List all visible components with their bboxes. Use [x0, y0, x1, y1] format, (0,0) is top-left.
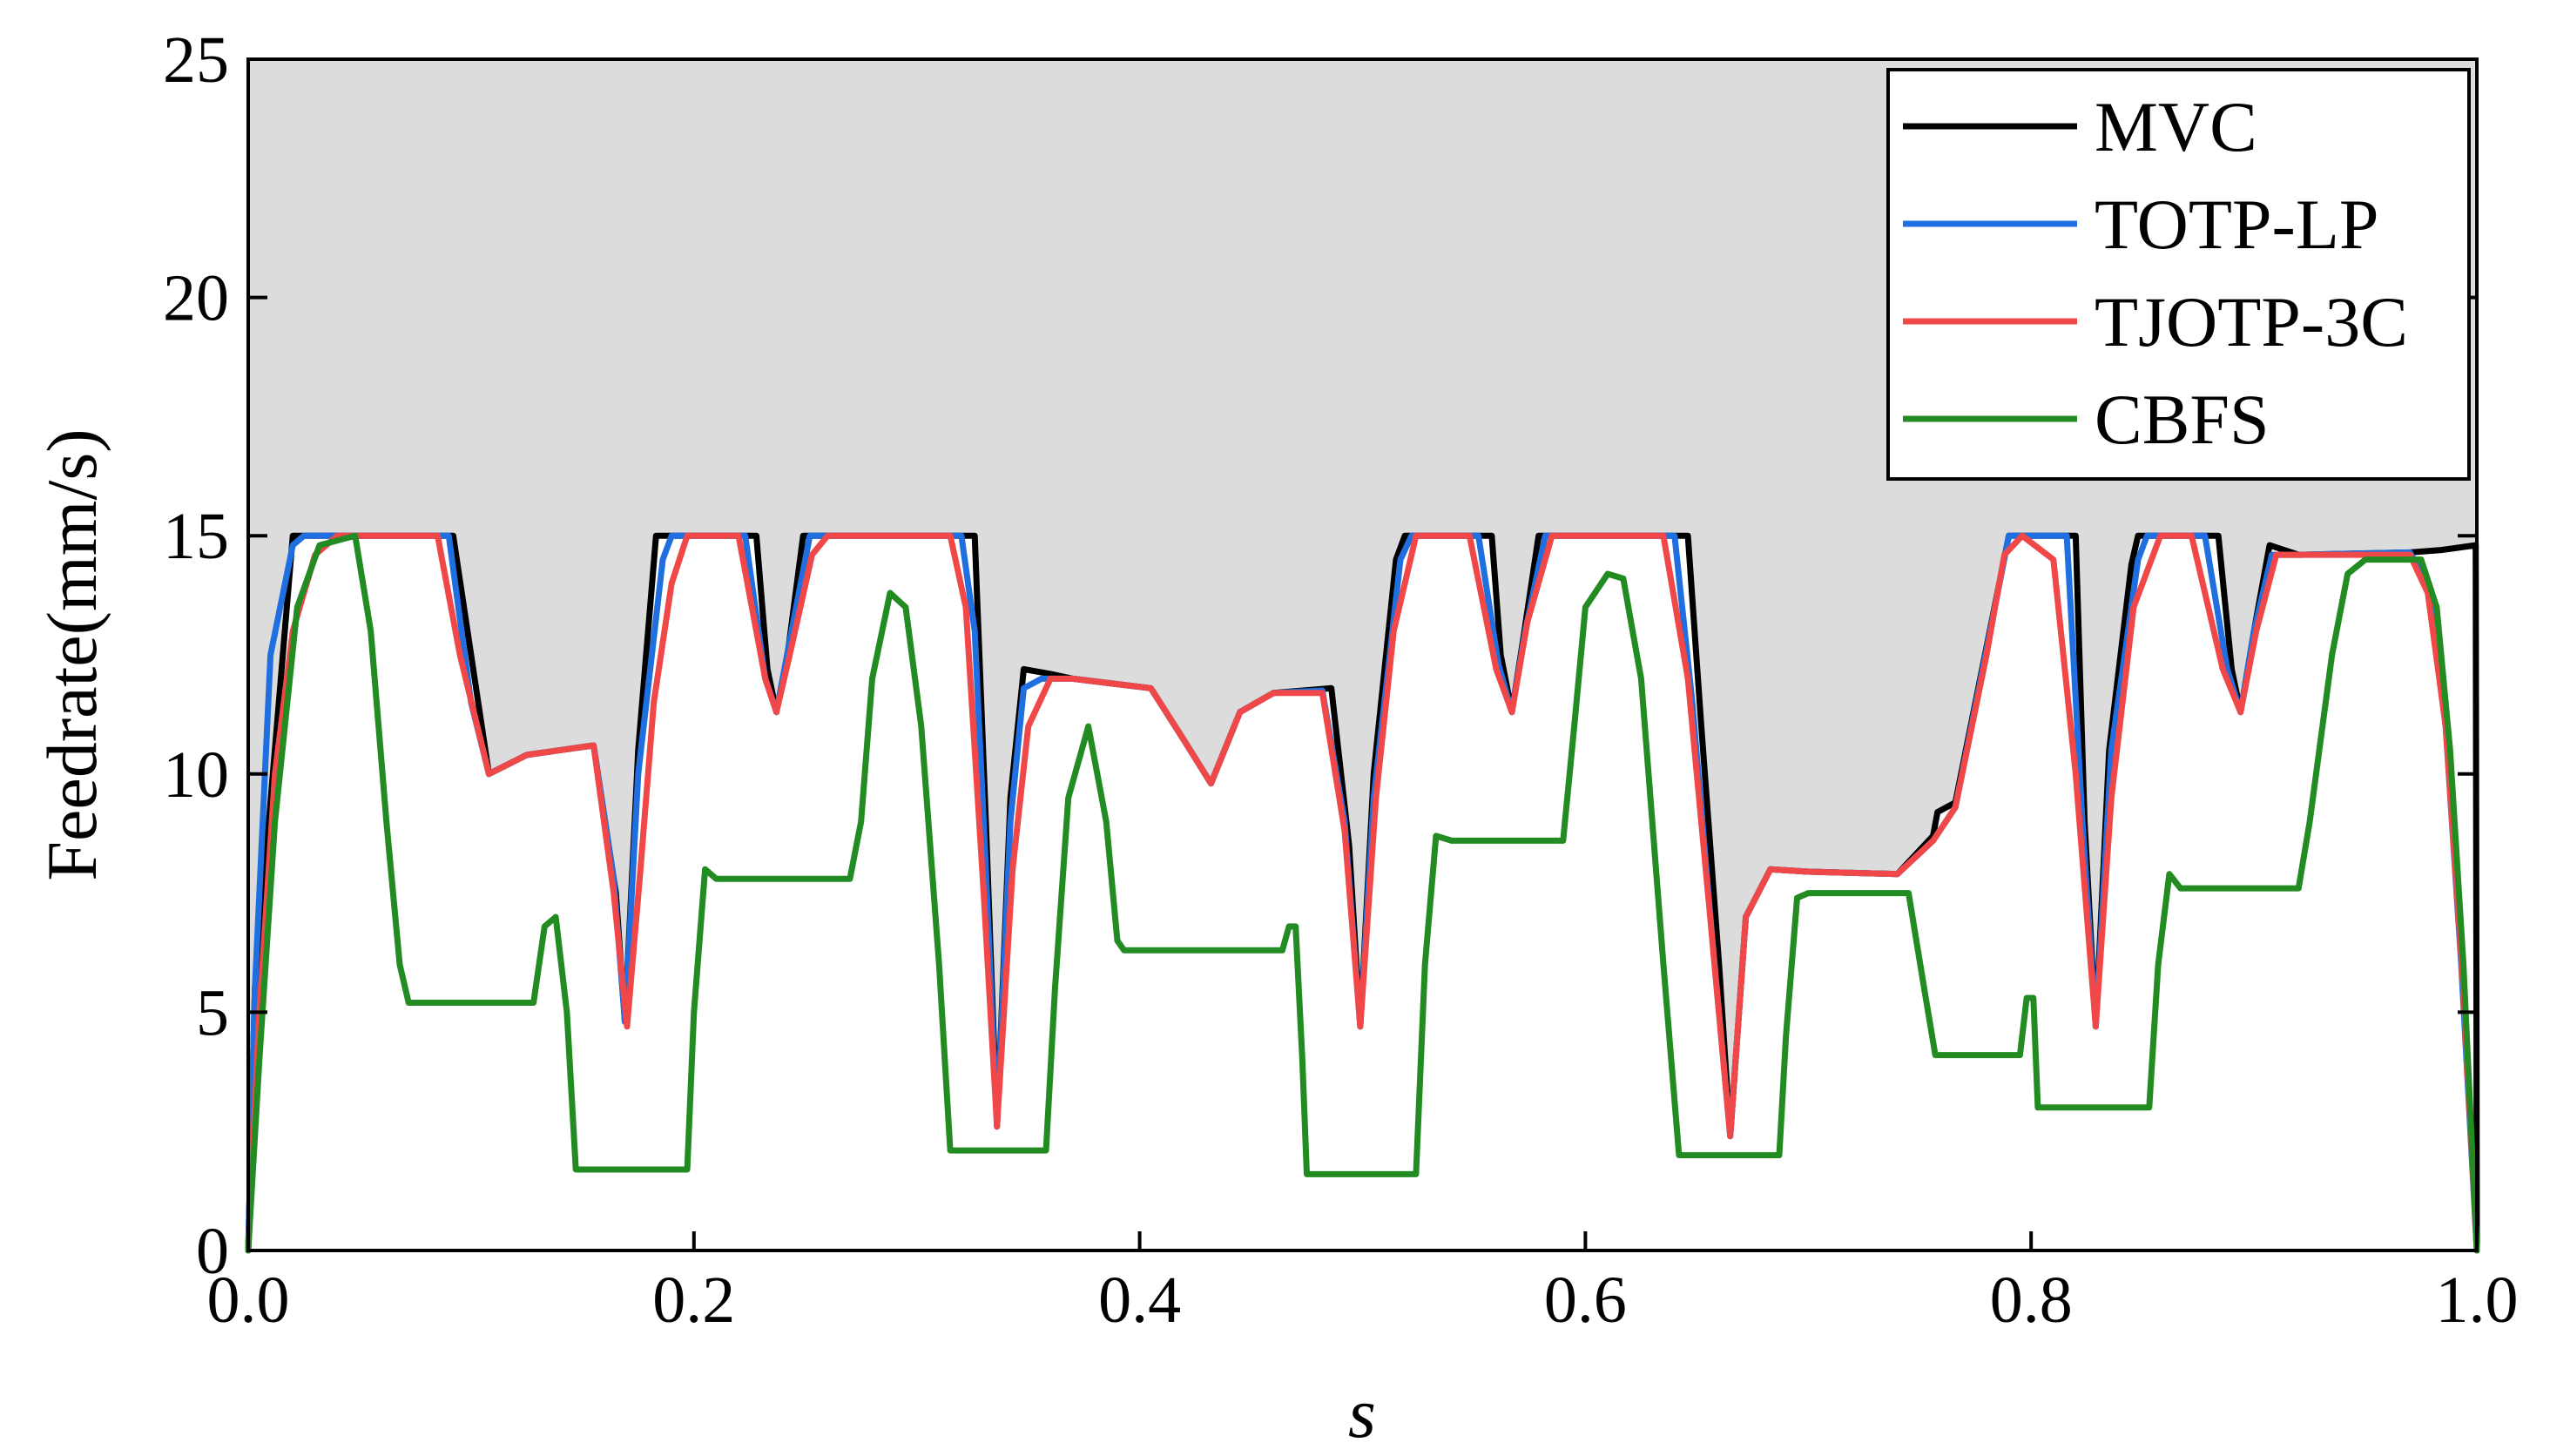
y-tick-label: 20	[163, 262, 229, 335]
legend-label-tjotp-3c: TJOTP-3C	[2095, 282, 2408, 361]
x-tick-label: 1.0	[2436, 1264, 2519, 1337]
y-tick-label: 25	[163, 24, 229, 97]
series-line-tjotp-3c	[245, 532, 2480, 1254]
x-axis-title: s	[1348, 1373, 1376, 1452]
y-tick-label: 10	[163, 738, 229, 812]
plot-frame	[246, 57, 2479, 1252]
y-axis-title: Feedrate(mm/s)	[32, 428, 111, 880]
legend-box	[1886, 68, 2471, 481]
x-tick-label: 0.8	[1990, 1264, 2073, 1337]
x-tick-label: 0.0	[207, 1264, 290, 1337]
y-tick-label: 0	[196, 1215, 229, 1288]
x-tick-label: 0.6	[1544, 1264, 1627, 1337]
x-tick-label: 0.4	[1098, 1264, 1181, 1337]
y-ticks: 0 5 10 15 20 25	[163, 24, 2477, 1288]
legend: MVC TOTP-LP TJOTP-3C CBFS	[1886, 68, 2471, 481]
series-layer	[245, 532, 2480, 1254]
x-tick-label: 0.2	[652, 1264, 735, 1337]
legend-label-cbfs: CBFS	[2095, 380, 2270, 459]
series-line-cbfs	[245, 532, 2480, 1254]
x-ticks: 0.0 0.2 0.4 0.6 0.8 1.0	[207, 1231, 2519, 1337]
y-tick-label: 15	[163, 500, 229, 573]
legend-label-mvc: MVC	[2095, 87, 2257, 166]
y-tick-label: 5	[196, 976, 229, 1049]
series-line-mvc	[245, 532, 2480, 1254]
legend-label-totp-lp: TOTP-LP	[2095, 185, 2379, 264]
axes	[246, 57, 2479, 1252]
